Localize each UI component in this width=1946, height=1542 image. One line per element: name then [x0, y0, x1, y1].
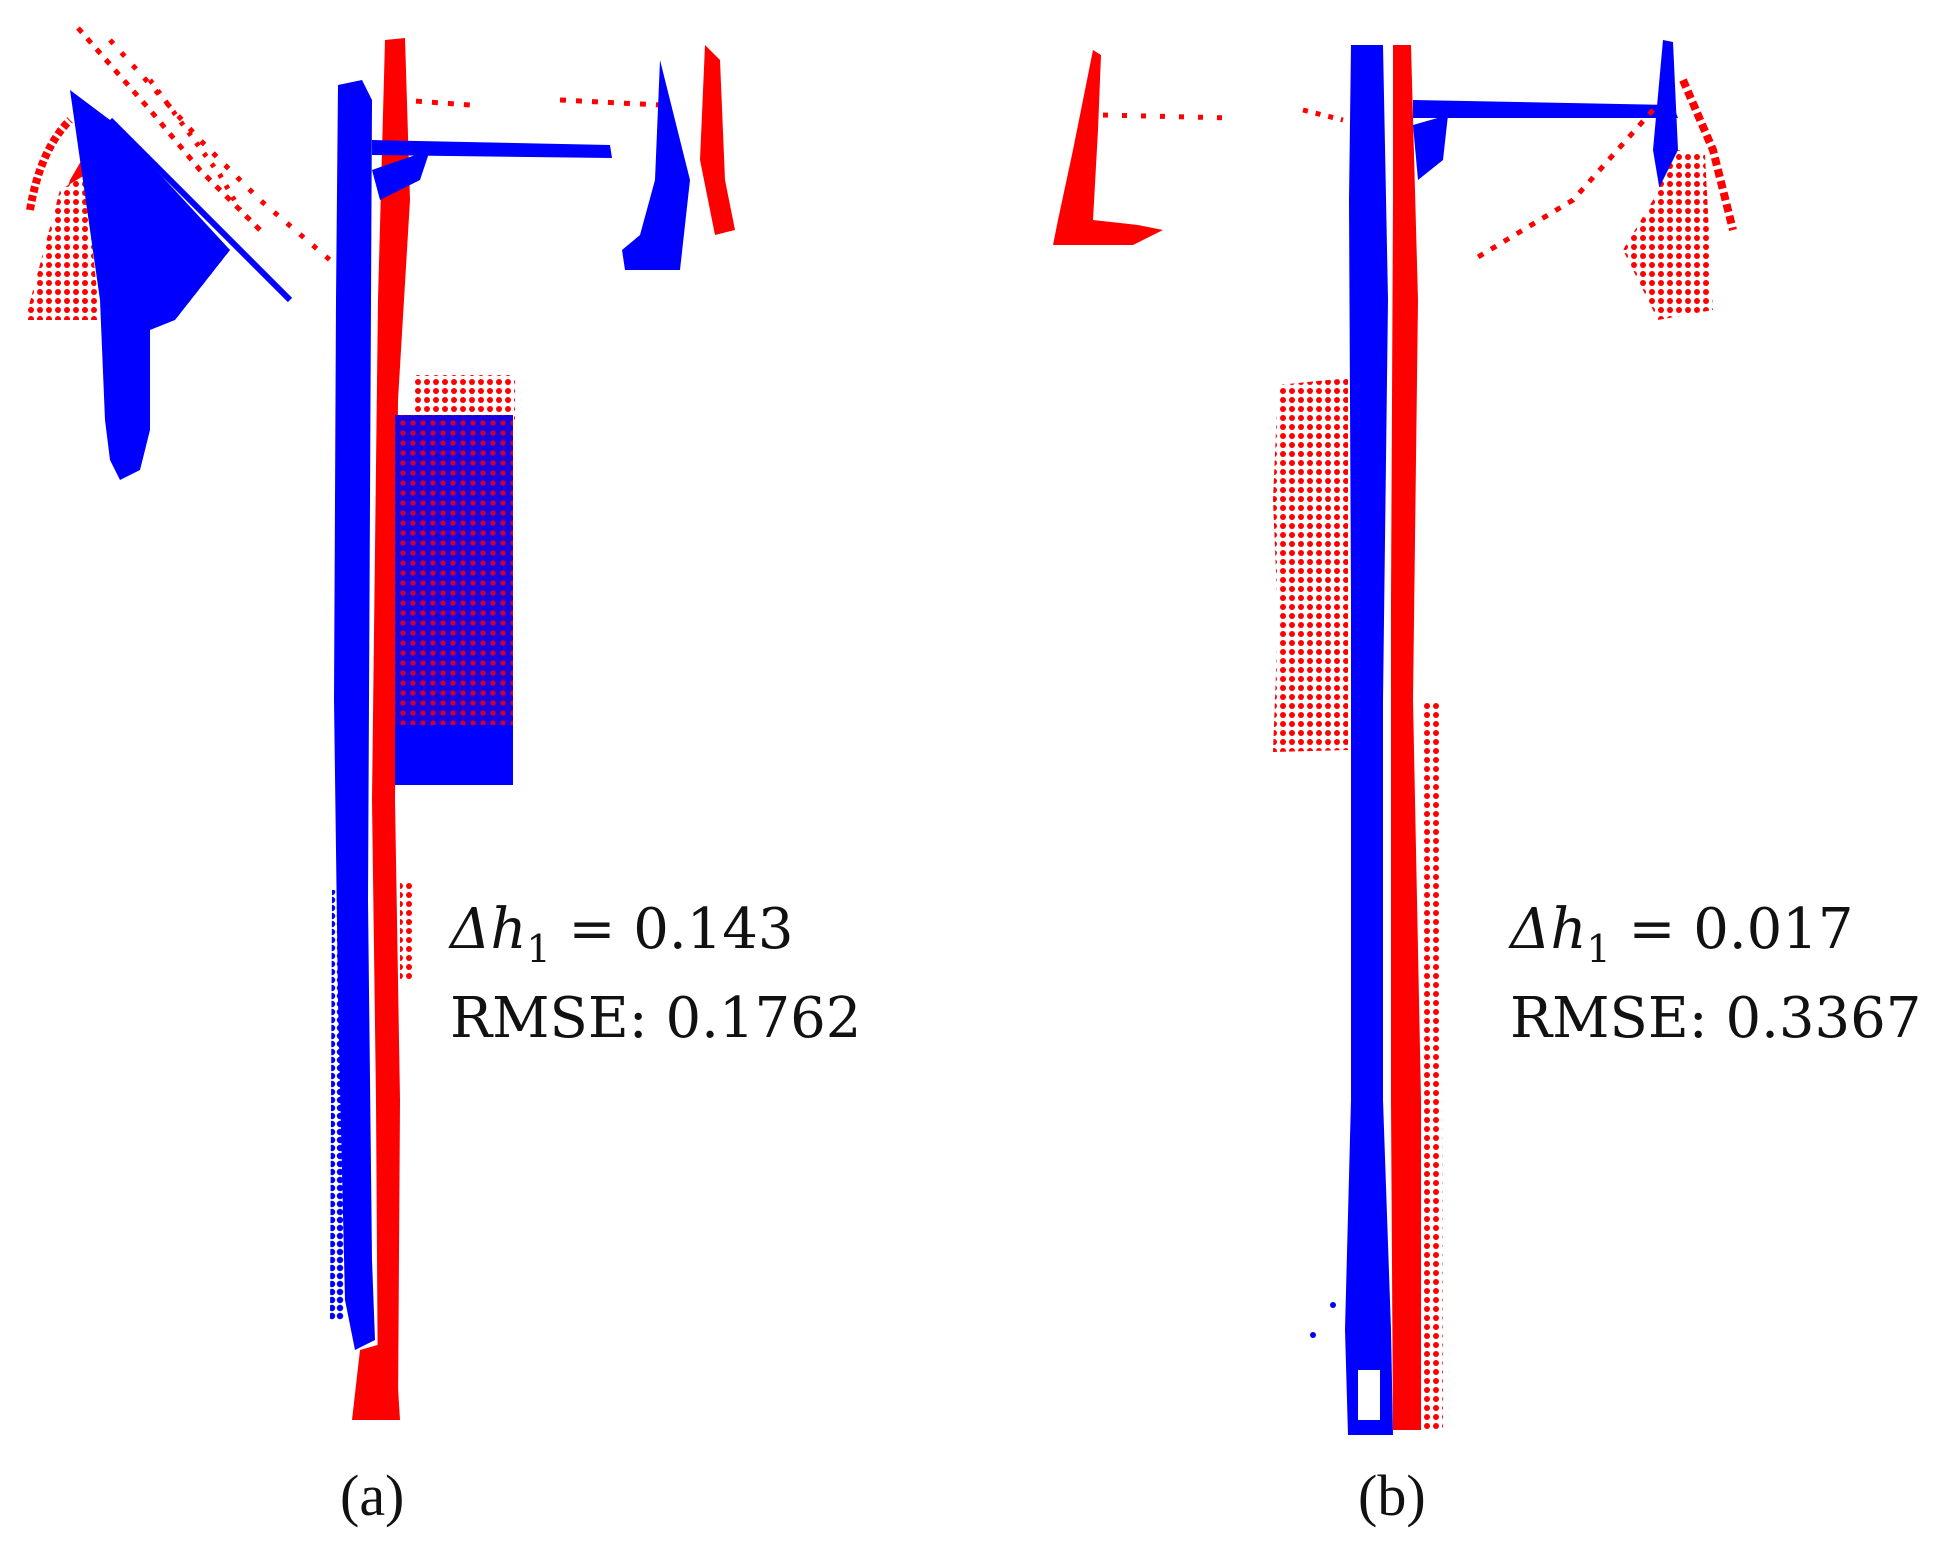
delta-symbol: Δh	[450, 897, 527, 962]
caption-b: (b)	[1358, 1463, 1426, 1528]
red-pole-b	[1391, 45, 1443, 1430]
caption-a: (a)	[340, 1463, 405, 1528]
red-bracket-b	[1053, 50, 1344, 245]
delta-symbol: Δh	[1510, 897, 1587, 962]
arm-b	[1413, 40, 1737, 320]
red-sign-board-b	[1273, 378, 1348, 752]
blue-fan-left	[70, 90, 293, 480]
point-cloud-a	[25, 26, 735, 1420]
annotation-b: Δh1 = 0.017 RMSE: 0.3367	[1510, 895, 1921, 1054]
annotation-a: Δh1 = 0.143 RMSE: 0.1762	[450, 895, 861, 1054]
panel-a: Δh1 = 0.143 RMSE: 0.1762 (a)	[25, 26, 861, 1528]
rmse-value: 0.1762	[665, 986, 862, 1051]
delta-value: = 0.143	[568, 897, 794, 962]
delta-subscript: 1	[526, 927, 551, 971]
panel-b: Δh1 = 0.017 RMSE: 0.3367 (b)	[973, 0, 1946, 1542]
red-pole-a	[352, 38, 412, 1420]
sign-board-a	[395, 375, 515, 785]
blue-pole-b	[1310, 45, 1393, 1435]
point-cloud-b	[1053, 40, 1737, 1435]
delta-value: = 0.017	[1628, 897, 1854, 962]
rmse-value: 0.3367	[1725, 986, 1922, 1051]
rmse-label: RMSE:	[1510, 986, 1708, 1051]
delta-subscript: 1	[1586, 927, 1611, 971]
blue-pole-a	[330, 80, 375, 1350]
rmse-label: RMSE:	[450, 986, 648, 1051]
arm-a	[372, 45, 735, 270]
